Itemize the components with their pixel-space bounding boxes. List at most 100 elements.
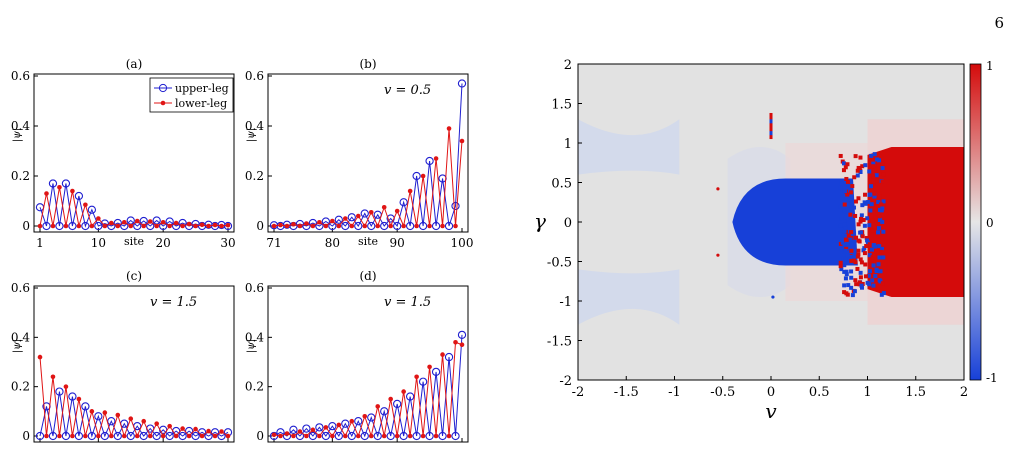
transition-cell [880,161,885,166]
y-tick-label: 0.4 [245,119,264,133]
lower-leg-point [433,433,439,439]
y-axis-label: |ψ| [12,128,23,143]
transition-cell [844,269,849,274]
transition-cell [881,291,886,296]
lower-leg-point [459,138,465,144]
transition-cell [853,278,858,283]
lower-leg-point [336,223,342,229]
y-axis-label: |ψ| [246,339,257,354]
transition-cell [842,290,847,295]
upper-leg-point [438,431,447,441]
colorbar-tick-label: 1 [986,59,994,73]
legend-lower-marker [160,100,166,106]
transition-cell [842,222,847,227]
lower-leg-point [102,410,108,415]
lower-leg-point [44,191,49,196]
transition-cell [843,165,848,170]
lower-leg-point [63,223,69,229]
lower-leg-point [102,223,108,229]
transition-cell [870,278,875,283]
panel-label: (a) [126,57,143,71]
upper-leg-point [269,431,279,441]
transition-cell [854,282,859,287]
upper-leg-point [412,171,421,181]
panel-label: (c) [126,269,142,283]
y-tick-label: 0 [22,219,30,233]
x-tick-label: -2 [572,385,585,400]
lower-leg-point [186,433,192,439]
x-tick-label: 20 [156,236,171,250]
lower-leg-point [121,433,127,439]
y-tick-label: -1 [559,295,572,310]
lower-leg-point [167,423,172,429]
lower-leg-point [212,433,218,439]
x-tick-label: 2 [960,385,968,400]
lower-leg-point [310,427,316,433]
upper-leg-point [81,402,90,411]
transition-cell [842,219,847,224]
x-axis-label: site [358,235,378,248]
lower-leg-point [375,223,381,229]
transition-cell [876,230,881,235]
transition-cell [873,274,878,279]
transition-cell [860,203,865,208]
upper-leg-point [386,431,395,441]
lower-leg-point [323,223,329,229]
transition-cell [858,275,863,280]
lower-leg-point [349,223,355,229]
transition-cell [858,257,863,262]
transition-cell [856,238,861,243]
transition-cell [856,248,861,253]
lower-leg-point [70,188,75,194]
transition-cell [855,168,860,173]
lower-leg-point [394,433,400,439]
transition-cell [855,266,860,271]
lower-leg-point [141,418,147,424]
panel-c: 0 0.2 0.4 0.6 |ψ| (c) v = 1.5 [11,269,235,443]
lower-leg-point [330,218,335,224]
upper-leg-point [302,424,311,433]
upper-leg-point [418,377,428,386]
lower-leg-point [317,433,322,439]
transition-cell [843,248,848,253]
lower-leg-point [173,433,179,439]
lower-leg-point [440,223,445,229]
lower-leg-point [440,352,445,357]
transition-cell [839,267,844,272]
y-tick-label: 0.2 [11,380,30,394]
lower-leg-point [388,223,393,229]
lower-leg-point [284,223,290,229]
lower-leg-point [407,188,413,194]
transition-cell [875,157,880,162]
y-axis-label: |ψ| [246,128,257,143]
transition-cell [849,285,854,290]
x-tick-label: 90 [390,236,405,250]
lower-leg-point [304,221,309,226]
upper-leg-point [341,419,350,428]
lower-leg-point [154,421,159,426]
transition-cell [838,260,843,265]
transition-cell [862,251,867,256]
lower-leg-point [401,223,406,229]
lower-leg-point [199,222,205,228]
lower-leg-point [375,404,381,409]
left-figure: 0 0.2 0.4 0.6 1 10 20 30 site |ψ| (a) v = 0.5 0 0.2 0.… [11,57,474,443]
lower-leg-point [459,342,465,348]
lower-leg-point [199,433,205,439]
upper-leg-point [113,431,122,441]
transition-cell [842,202,847,207]
transition-cell [875,178,880,183]
lower-leg-point [297,223,303,229]
upper-leg-point [35,431,45,441]
marker-bar-blue [769,119,773,124]
lower-leg-point [446,433,452,439]
transition-cell [877,194,882,199]
heatmap-figure: -2 -1.5 -1 -0.5 0 0.5 1 1.5 2 2 1.5 1 0.5 0 -0.5 -1 -1.5… [534,58,998,423]
lower-leg-point [37,223,43,229]
panel-frame [33,73,235,233]
transition-cell [855,173,860,178]
lower-leg-point [446,126,452,131]
legend-lower-label: lower-leg [175,97,227,110]
x-tick-label: 1 [863,385,871,400]
transition-cell [864,244,869,249]
